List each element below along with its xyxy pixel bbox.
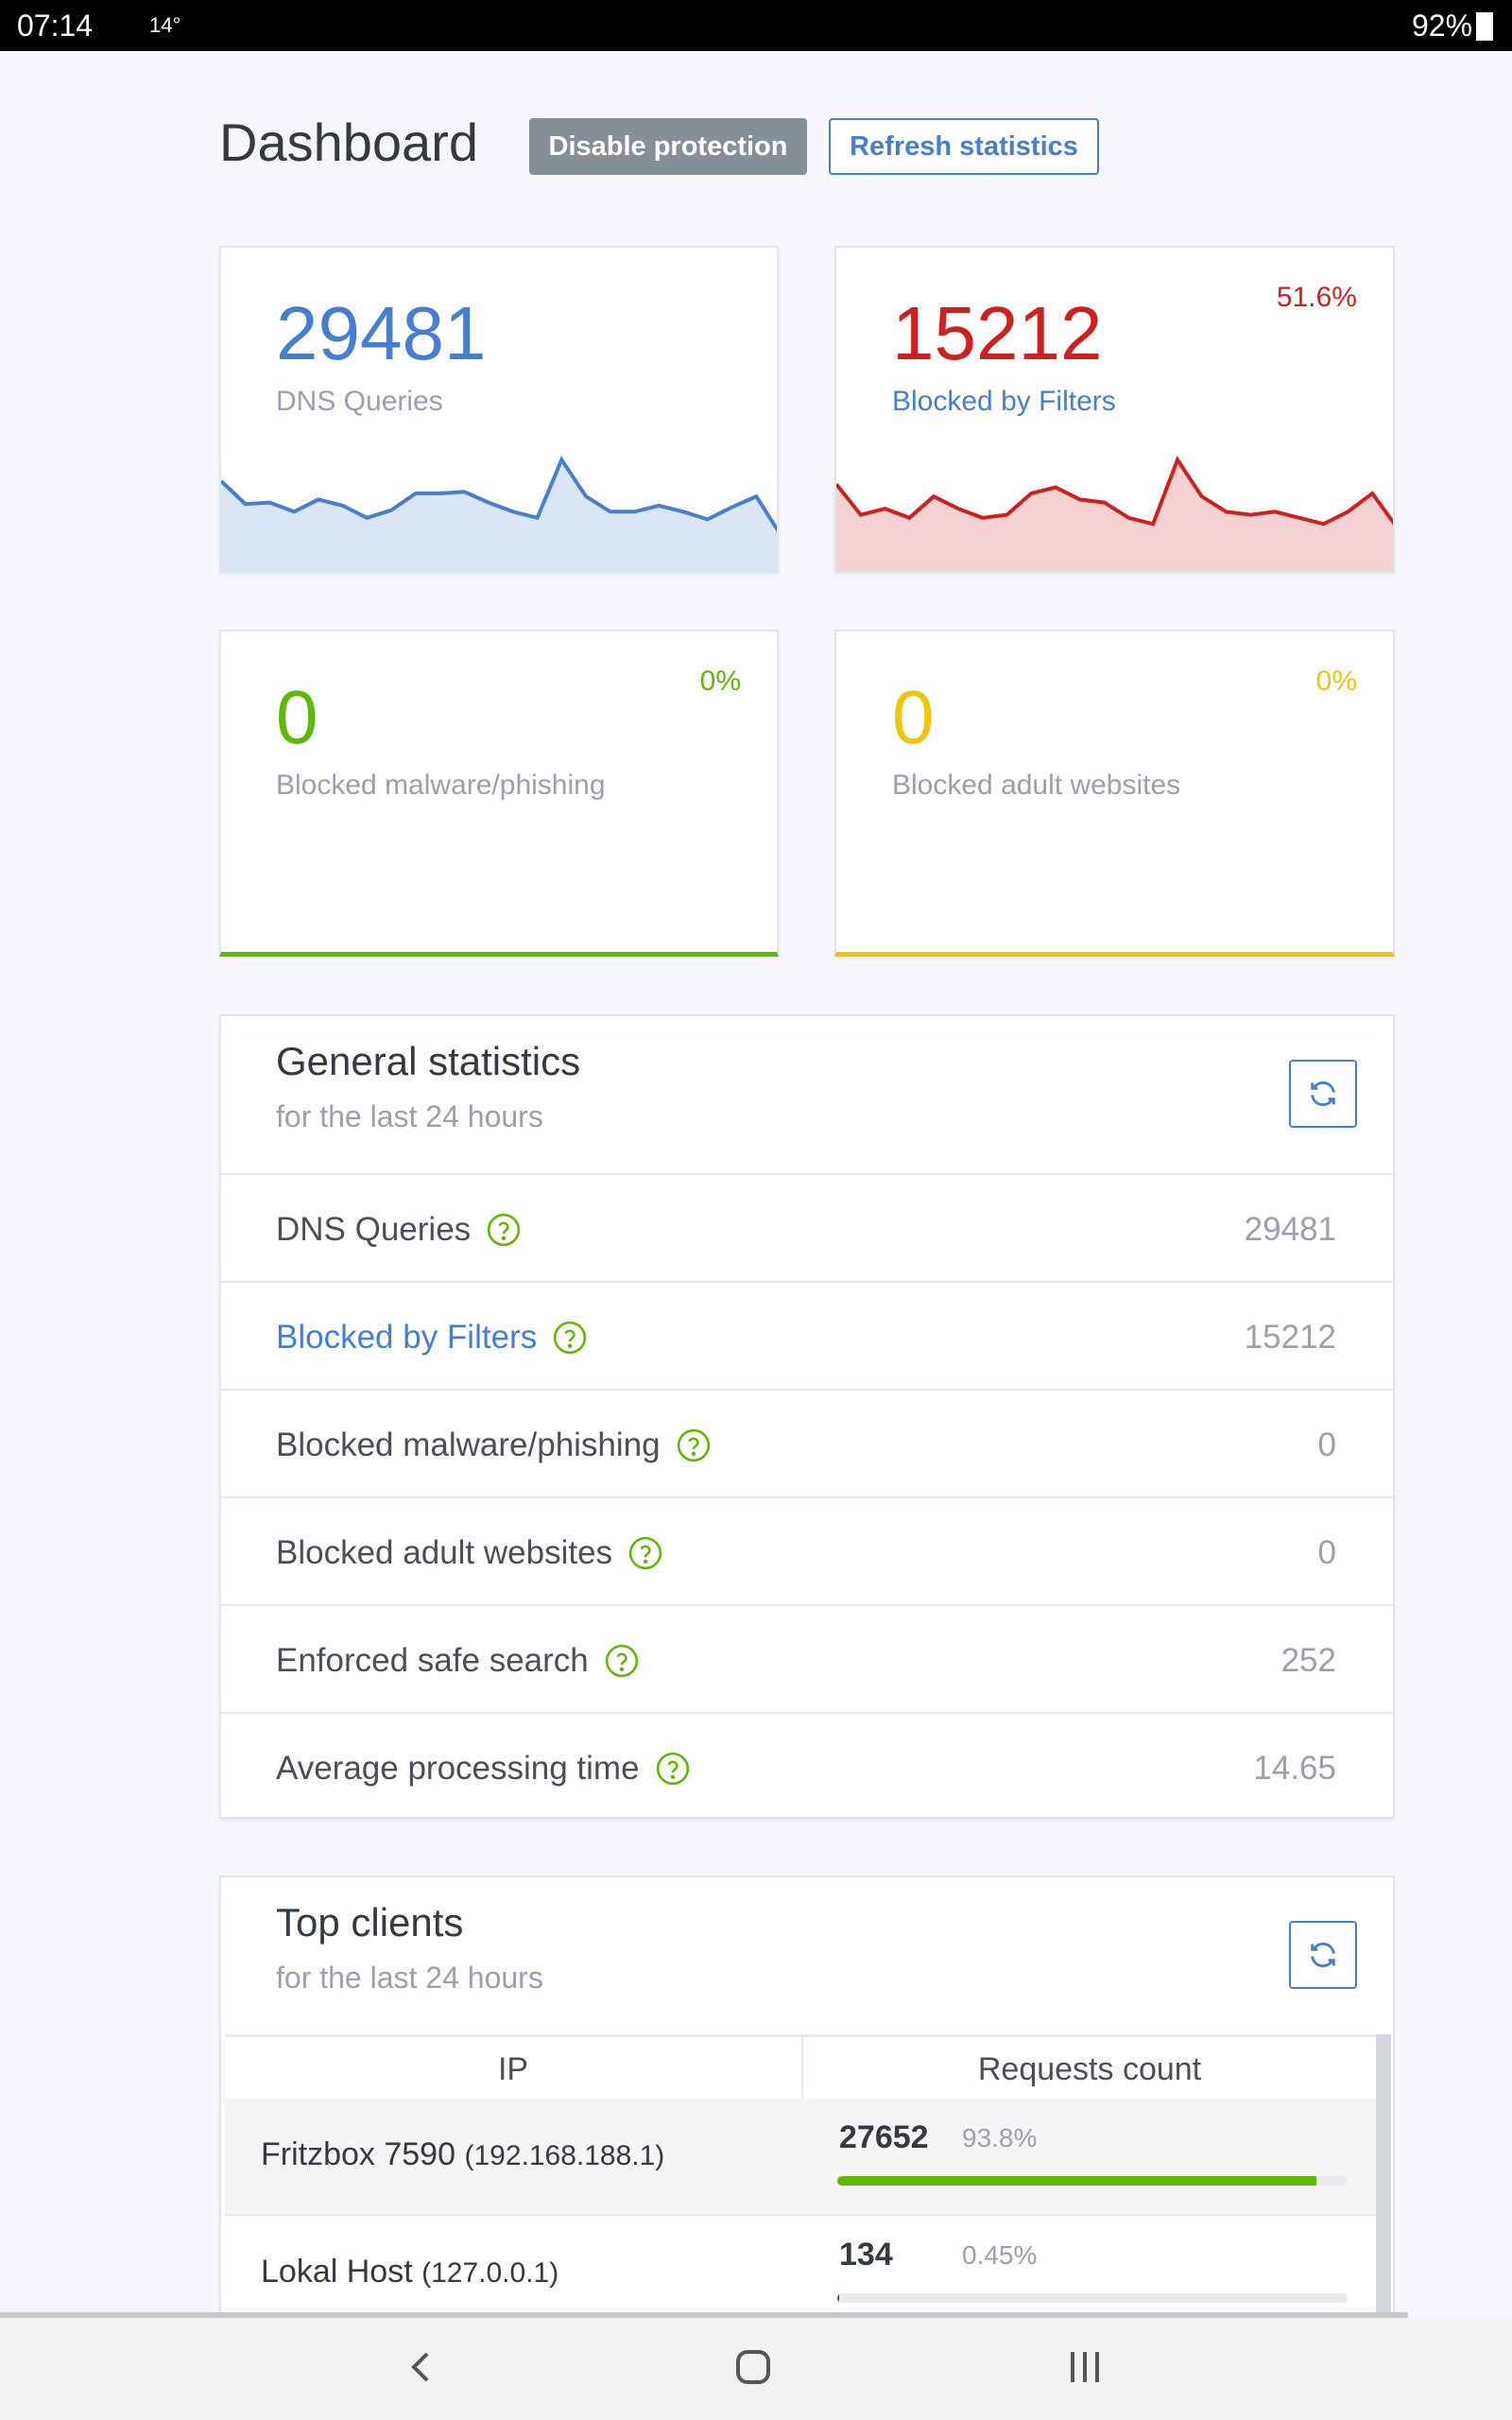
stats-value: 252 (1280, 1642, 1336, 1679)
column-header[interactable]: Requests count (977, 2050, 1202, 2087)
stats-label: Blocked by Filters (276, 1319, 538, 1356)
sparkline-line (221, 456, 777, 533)
temperature: 14° (149, 13, 181, 37)
client-ip: (192.168.188.1) (464, 2140, 665, 2171)
stats-label: Enforced safe search (276, 1642, 589, 1679)
stats-label-wrap: Enforced safe search (276, 1642, 640, 1680)
stats-row: Enforced safe search 252 (221, 1604, 1393, 1712)
client-name-wrap: Fritzbox 7590 (192.168.188.1) (261, 2136, 664, 2173)
stats-value: 29481 (1244, 1211, 1336, 1248)
stats-label-wrap: Average processing time (276, 1750, 691, 1788)
stats-label: Average processing time (276, 1750, 640, 1787)
battery-icon (1476, 12, 1493, 41)
sparkline (221, 456, 777, 571)
scroll-indicator (0, 2312, 1408, 2318)
stats-label-wrap: Blocked malware/phishing (276, 1426, 712, 1464)
stats-row: DNS Queries 29481 (221, 1173, 1393, 1281)
stats-label: Blocked adult websites (276, 1534, 613, 1571)
progress-track (837, 2176, 1348, 2186)
client-count: 27652 (839, 2119, 929, 2155)
refresh-button[interactable]: Refresh statistics (829, 118, 1099, 175)
back-button[interactable] (411, 2352, 429, 2382)
stats-value: 0 (1317, 1426, 1336, 1463)
stat-card: 0 Blocked adult websites 0% (834, 630, 1395, 957)
stats-value: 0 (1317, 1534, 1336, 1571)
sparkline-area (221, 459, 777, 571)
stats-row: Blocked adult websites 0 (221, 1496, 1393, 1604)
stats-label: Blocked malware/phishing (276, 1426, 661, 1463)
time: 07:14 (17, 9, 94, 43)
nav-icons (411, 2350, 1099, 2384)
card-percent: 51.6% (1276, 282, 1357, 313)
recents-button[interactable] (1071, 2352, 1099, 2382)
client-count: 134 (839, 2237, 893, 2273)
status-bar: 07:14 14° 92% (0, 0, 1512, 51)
stat-card: 29481 DNS Queries (219, 246, 779, 573)
help-icon[interactable] (655, 1751, 691, 1787)
client-percent: 0.45% (962, 2240, 1038, 2270)
stats-value: 15212 (1244, 1319, 1336, 1356)
section-subtitle: for the last 24 hours (276, 1099, 543, 1133)
progress-bar (837, 2176, 1316, 2186)
stats-row: Average processing time 14.65 (221, 1712, 1393, 1820)
progress-bar (837, 2293, 840, 2303)
help-icon[interactable] (604, 1643, 640, 1679)
client-name: Fritzbox 7590 (261, 2136, 455, 2172)
card-value: 29481 (276, 291, 487, 375)
card-label: Blocked malware/phishing (276, 769, 606, 801)
column-header[interactable]: IP (225, 2037, 803, 2101)
card-value: 15212 (892, 291, 1103, 375)
home-button[interactable] (736, 2350, 770, 2384)
card-label: Blocked adult websites (892, 769, 1181, 801)
sparkline (836, 456, 1393, 571)
nav-bar (0, 2318, 1512, 2420)
stats-row: Blocked by Filters 15212 (221, 1281, 1393, 1389)
card-percent: 0% (1315, 666, 1357, 697)
section-title: Top clients (276, 1900, 464, 1945)
client-row: Fritzbox 7590 (192.168.188.1) 27652 93.8% (225, 2099, 1376, 2216)
page-title: Dashboard (219, 112, 478, 172)
help-icon[interactable] (552, 1320, 588, 1356)
card-value: 0 (276, 675, 318, 759)
card-label: DNS Queries (276, 386, 443, 417)
client-name-wrap: Lokal Host (127.0.0.1) (261, 2254, 558, 2290)
card-percent: 0% (699, 666, 741, 697)
help-icon[interactable] (627, 1535, 663, 1571)
client-ip: (127.0.0.1) (421, 2257, 559, 2289)
stat-card: 15212 Blocked by Filters 51.6% (834, 246, 1395, 573)
battery: 92% (1412, 9, 1473, 43)
stats-label-wrap: DNS Queries (276, 1211, 522, 1249)
card-value: 0 (892, 675, 935, 759)
stat-card: 0 Blocked malware/phishing 0% (219, 630, 779, 957)
client-percent: 93.8% (962, 2123, 1038, 2152)
help-icon[interactable] (486, 1212, 522, 1248)
refresh-icon-button[interactable] (1289, 1921, 1357, 1989)
stats-label: DNS Queries (276, 1211, 472, 1248)
stats-value: 14.65 (1253, 1750, 1336, 1787)
disable-button[interactable]: Disable protection (529, 118, 807, 175)
client-name: Lokal Host (261, 2254, 413, 2290)
section-subtitle: for the last 24 hours (276, 1961, 543, 1995)
general-stats-card: General statistics for the last 24 hours… (219, 1014, 1395, 1819)
help-icon[interactable] (676, 1427, 712, 1463)
sparkline-area (836, 459, 1393, 571)
stats-label-wrap: Blocked adult websites (276, 1534, 663, 1572)
card-label: Blocked by Filters (892, 386, 1116, 417)
refresh-icon-button[interactable] (1289, 1060, 1357, 1128)
progress-track (837, 2293, 1348, 2303)
table-header: IP Requests count (225, 2034, 1376, 2101)
sparkline-line (836, 456, 1393, 527)
stats-row: Blocked malware/phishing 0 (221, 1389, 1393, 1496)
stats-label-wrap: Blocked by Filters (276, 1319, 588, 1357)
section-title: General statistics (276, 1039, 581, 1083)
